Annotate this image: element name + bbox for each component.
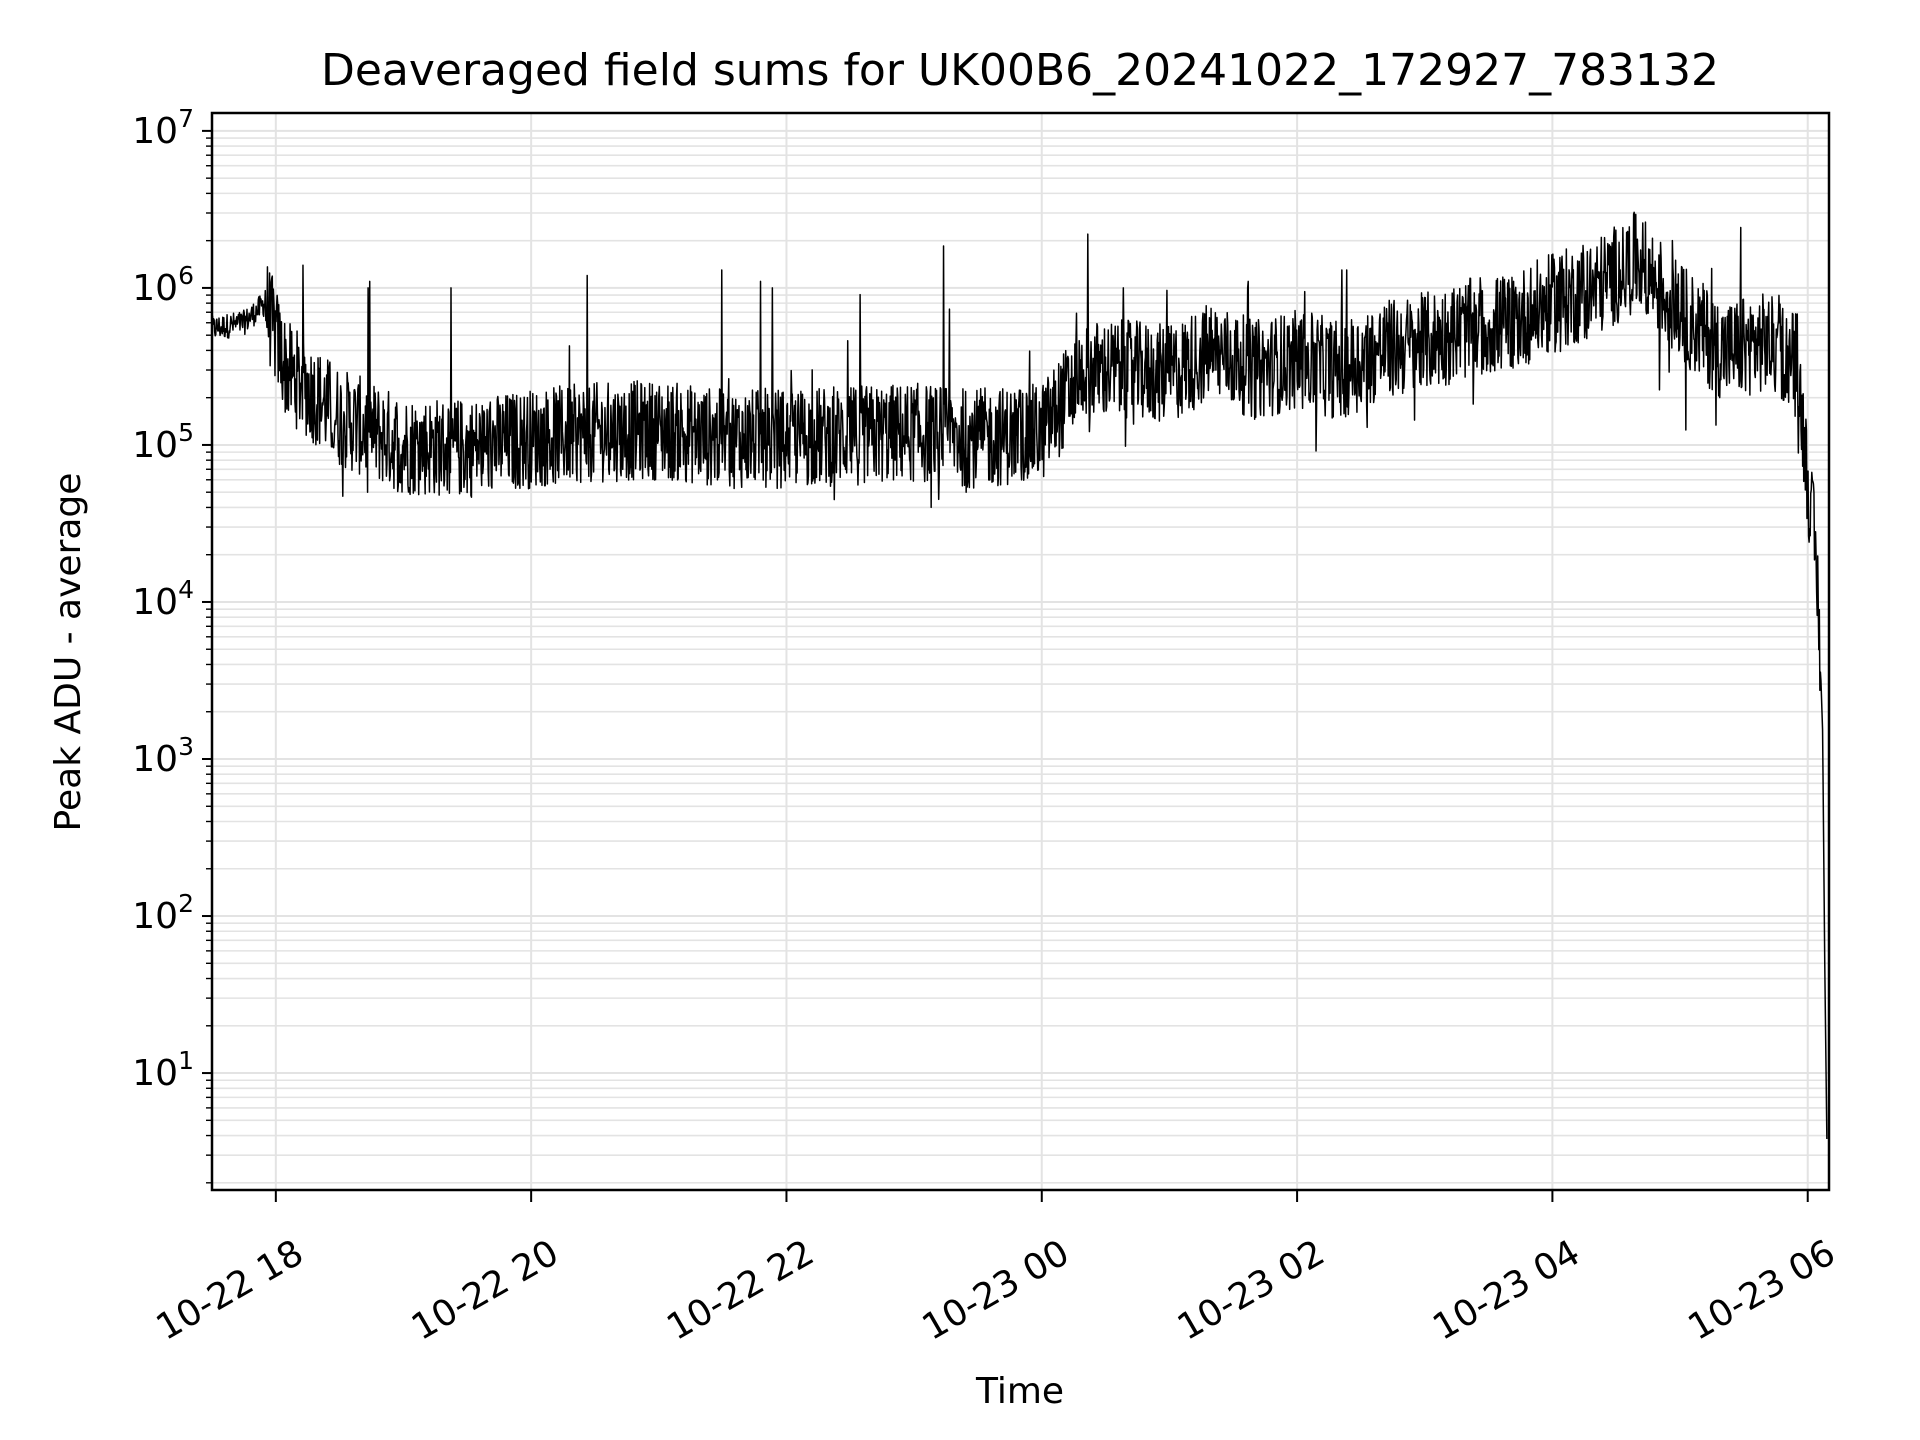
y-tick-label: 101	[132, 1046, 194, 1094]
y-tick-exponent: 3	[178, 732, 194, 761]
y-tick-label: 107	[132, 104, 194, 152]
y-tick-base: 10	[132, 896, 178, 937]
y-tick-base: 10	[132, 425, 178, 466]
y-tick-base: 10	[132, 582, 178, 623]
y-tick-label: 105	[132, 418, 194, 466]
y-tick-base: 10	[132, 1053, 178, 1094]
y-tick-exponent: 4	[178, 575, 194, 604]
y-tick-label: 106	[132, 261, 194, 309]
y-tick-base: 10	[132, 111, 178, 152]
x-axis-label: Time	[975, 1371, 1064, 1412]
y-tick-label: 102	[132, 889, 194, 937]
plot-area	[211, 211, 1828, 1140]
y-tick-exponent: 2	[178, 889, 194, 918]
y-tick-label: 103	[132, 732, 194, 780]
y-tick-exponent: 7	[178, 104, 194, 133]
series-line	[211, 211, 1828, 1140]
y-axis-label: Peak ADU - average	[48, 473, 89, 832]
plot-frame	[210, 111, 1831, 1192]
y-tick-exponent: 6	[178, 261, 194, 290]
y-tick-label: 104	[132, 575, 194, 623]
chart-title: Deaveraged field sums for UK00B6_2024102…	[321, 45, 1719, 96]
y-tick-exponent: 5	[178, 418, 194, 447]
y-tick-base: 10	[132, 739, 178, 780]
y-tick-exponent: 1	[178, 1046, 194, 1075]
y-tick-base: 10	[132, 268, 178, 309]
grid-lines	[212, 113, 1829, 1190]
